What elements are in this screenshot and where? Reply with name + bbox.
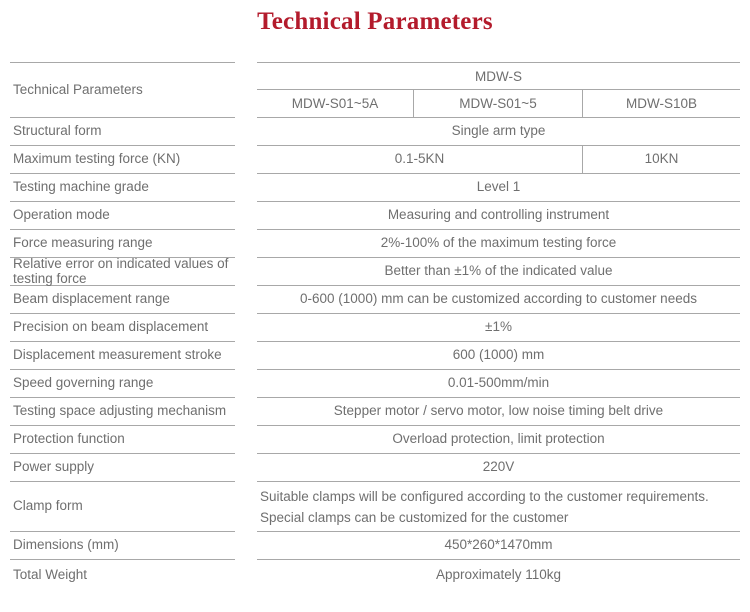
row-value: 220V xyxy=(257,454,740,482)
column-gutter xyxy=(235,258,257,286)
row-maximum-testing-force: Maximum testing force (KN) 0.1-5KN 10KN xyxy=(0,146,750,174)
row-value: Measuring and controlling instrument xyxy=(257,202,740,230)
row-label: Displacement measurement stroke xyxy=(10,342,235,370)
row-dimensions: Dimensions (mm) 450*260*1470mm xyxy=(0,532,750,560)
row-value: 2%-100% of the maximum testing force xyxy=(257,230,740,258)
column-gutter xyxy=(235,370,257,398)
column-gutter xyxy=(235,146,257,174)
row-label: Precision on beam displacement xyxy=(10,314,235,342)
column-gutter xyxy=(235,174,257,202)
row-value: Approximately 110kg xyxy=(435,566,562,582)
column-gutter xyxy=(235,532,257,560)
row-value: Overload protection, limit protection xyxy=(257,426,740,454)
series-name-cell: MDW-S xyxy=(257,62,740,90)
model-cell-mdw-s01-5a: MDW-S01~5A xyxy=(291,96,379,111)
table-header-row: Technical Parameters MDW-S MDW-S01~5A MD… xyxy=(0,62,750,118)
row-label: Dimensions (mm) xyxy=(10,532,235,560)
row-values: 0.1-5KN 10KN xyxy=(257,146,740,174)
row-relative-error: Relative error on indicated values of te… xyxy=(0,257,750,286)
row-beam-displacement-range: Beam displacement range 0-600 (1000) mm … xyxy=(0,286,750,314)
row-label: Operation mode xyxy=(10,202,235,230)
row-force-measuring-range: Force measuring range 2%-100% of the max… xyxy=(0,230,750,258)
column-gutter xyxy=(235,426,257,454)
clamp-form-line-1: Suitable clamps will be configured accor… xyxy=(260,488,709,504)
column-gutter xyxy=(235,202,257,230)
column-gutter xyxy=(235,560,257,590)
row-operation-mode: Operation mode Measuring and controlling… xyxy=(0,202,750,230)
row-value: 0.01-500mm/min xyxy=(257,370,740,398)
model-cell-mdw-s01-5: MDW-S01~5 xyxy=(413,90,582,117)
column-gutter xyxy=(235,314,257,342)
row-value: Stepper motor / servo motor, low noise t… xyxy=(257,398,740,426)
row-testing-machine-grade: Testing machine grade Level 1 xyxy=(0,174,750,202)
row-displacement-measurement-stroke: Displacement measurement stroke 600 (100… xyxy=(0,342,750,370)
page-title: Technical Parameters xyxy=(257,8,493,35)
clamp-form-line-2: Special clamps can be customized for the… xyxy=(260,509,569,525)
row-precision-beam-displacement: Precision on beam displacement ±1% xyxy=(0,314,750,342)
column-gutter xyxy=(235,342,257,370)
value-0-1-5kn: 0.1-5KN xyxy=(394,151,445,167)
row-value: 0-600 (1000) mm can be customized accord… xyxy=(257,286,740,314)
row-protection-function: Protection function Overload protection,… xyxy=(0,426,750,454)
column-gutter xyxy=(235,454,257,482)
row-value: Single arm type xyxy=(257,118,740,146)
row-clamp-form: Clamp form Suitable clamps will be confi… xyxy=(0,482,750,532)
header-label-cell: Technical Parameters xyxy=(10,62,235,118)
row-label: Power supply xyxy=(10,454,235,482)
row-label: Maximum testing force (KN) xyxy=(10,146,235,174)
row-value: Better than ±1% of the indicated value xyxy=(257,258,740,286)
row-structural-form: Structural form Single arm type xyxy=(0,118,750,146)
row-total-weight: Total Weight Approximately 110kg xyxy=(0,560,750,590)
row-value: 600 (1000) mm xyxy=(257,342,740,370)
row-label: Speed governing range xyxy=(10,370,235,398)
column-gutter xyxy=(235,230,257,258)
row-label: Testing machine grade xyxy=(10,174,235,202)
row-label: Protection function xyxy=(10,426,235,454)
row-value: Level 1 xyxy=(257,174,740,202)
column-gutter xyxy=(235,62,257,118)
row-label: Beam displacement range xyxy=(10,286,235,314)
column-gutter xyxy=(235,398,257,426)
header-values: MDW-S MDW-S01~5A MDW-S01~5 MDW-S10B xyxy=(257,62,740,118)
row-testing-space-adjusting-mechanism: Testing space adjusting mechanism Steppe… xyxy=(0,398,750,426)
row-label: Relative error on indicated values of te… xyxy=(10,257,235,286)
row-label: Testing space adjusting mechanism xyxy=(10,398,235,426)
row-label: Force measuring range xyxy=(10,230,235,258)
row-value: 450*260*1470mm xyxy=(257,532,740,560)
model-cell-mdw-s10b: MDW-S10B xyxy=(582,90,740,117)
value-10kn: 10KN xyxy=(582,146,740,173)
row-label: Structural form xyxy=(10,118,235,146)
row-speed-governing-range: Speed governing range 0.01-500mm/min xyxy=(0,370,750,398)
row-label: Total Weight xyxy=(13,566,88,582)
model-names-row: MDW-S01~5A MDW-S01~5 MDW-S10B xyxy=(257,90,740,118)
row-label: Clamp form xyxy=(10,482,235,532)
row-value: ±1% xyxy=(257,314,740,342)
technical-parameters-table: Technical Parameters MDW-S MDW-S01~5A MD… xyxy=(0,62,750,590)
column-gutter xyxy=(235,118,257,146)
row-value: Suitable clamps will be configured accor… xyxy=(257,482,740,532)
column-gutter xyxy=(235,286,257,314)
row-power-supply: Power supply 220V xyxy=(0,454,750,482)
column-gutter xyxy=(235,482,257,532)
